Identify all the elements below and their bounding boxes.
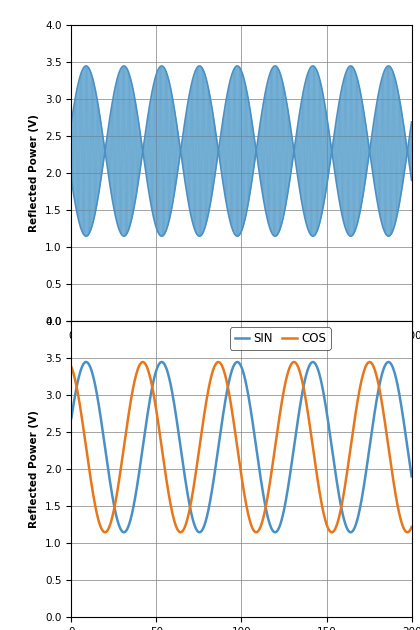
SIN [235,358,240,366]
COS [69,364,74,371]
COS [382,415,387,422]
Text: (a) Waveform with phase modulation: (a) Waveform with phase modulation [118,404,365,417]
COS [212,363,217,370]
Legend: SIN, COS: SIN, COS [230,327,331,350]
COS [231,415,236,422]
SIN [215,452,220,460]
SIN [382,363,387,370]
COS [316,483,321,491]
SIN [231,364,236,371]
SIN [316,368,321,375]
SIN [212,471,217,479]
Y-axis label: Reflected Power (V): Reflected Power (V) [29,114,39,232]
COS [399,518,404,525]
COS [254,529,259,536]
COS [140,358,145,366]
Line: COS: COS [71,362,412,532]
Y-axis label: Reflected Power (V): Reflected Power (V) [29,410,39,529]
SIN [69,414,74,421]
SIN [399,402,404,410]
Line: SIN: SIN [71,362,412,532]
COS [409,524,414,531]
COS [215,358,220,366]
SIN [121,529,126,536]
X-axis label: Time (s): Time (s) [216,346,267,357]
SIN [409,472,414,480]
